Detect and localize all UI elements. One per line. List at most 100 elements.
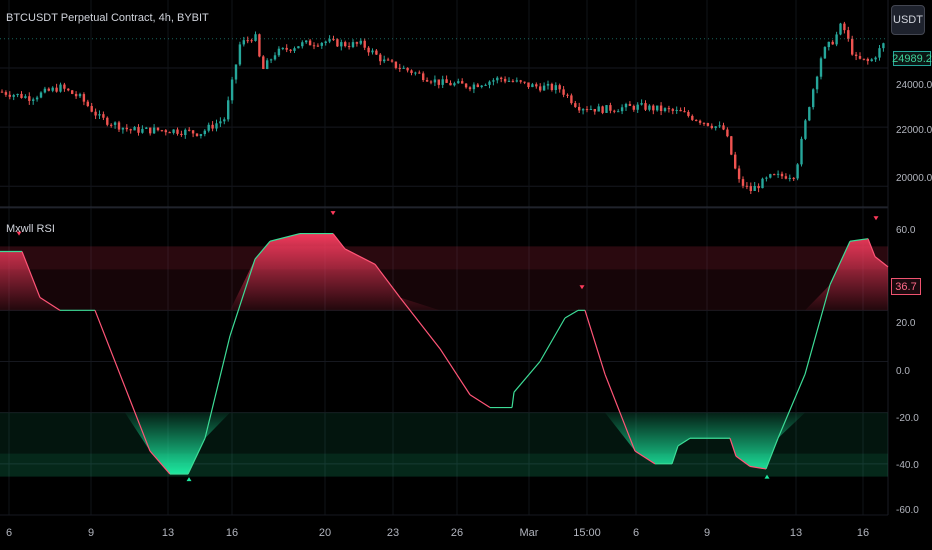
candle-body <box>414 72 417 74</box>
candle-body <box>585 109 589 111</box>
price-tick-label: 20000.0 <box>896 173 932 184</box>
candle-body <box>671 109 674 111</box>
candle-body <box>98 114 101 116</box>
candle-body <box>819 58 823 77</box>
time-tick-label: 13 <box>789 527 803 539</box>
candle-body <box>815 76 819 90</box>
candle-body <box>691 115 694 120</box>
candle-body <box>519 80 522 82</box>
candle-body <box>507 80 511 82</box>
rsi-line-segment <box>749 465 767 470</box>
candle-body <box>831 41 834 45</box>
candle-body <box>480 85 483 87</box>
rsi-line-segment <box>374 263 401 298</box>
rsi-value-badge: 36.7 <box>891 278 921 295</box>
last-price-badge: 24989.2 <box>892 51 932 66</box>
candle-body <box>383 59 386 62</box>
candle-body <box>570 95 573 104</box>
rsi-line-segment <box>511 392 515 408</box>
candle-body <box>238 44 242 65</box>
candle-body <box>593 108 596 112</box>
candle-body <box>484 84 487 86</box>
candle-body <box>35 97 39 100</box>
candle-body <box>156 127 160 131</box>
candle-body <box>246 40 249 42</box>
candle-body <box>67 88 70 91</box>
candle-body <box>281 47 284 49</box>
candle-body <box>121 127 125 130</box>
candle-body <box>277 48 281 56</box>
candle-body <box>39 92 43 98</box>
time-tick-label: 9 <box>703 527 711 539</box>
currency-button[interactable]: USDT <box>891 5 925 35</box>
candle-body <box>683 111 686 113</box>
candle-body <box>316 45 320 47</box>
candle-body <box>145 127 148 129</box>
candle-body <box>734 154 737 169</box>
candle-body <box>558 85 561 90</box>
candle-body <box>172 129 175 133</box>
candle-body <box>574 103 577 107</box>
candle-body <box>250 40 253 42</box>
symbol-title[interactable]: BTCUSDT Perpetual Contract, 4h, BYBIT <box>6 12 209 24</box>
candle-body <box>749 186 752 191</box>
indicator-name[interactable]: Mxwll RSI <box>6 223 55 235</box>
candle-body <box>312 45 316 47</box>
candle-body <box>500 77 503 79</box>
candle-body <box>546 83 550 86</box>
rsi-line-segment <box>332 233 346 250</box>
candle-body <box>406 67 409 71</box>
candle-body <box>199 134 203 136</box>
candle-body <box>43 88 47 93</box>
candle-body <box>780 173 784 177</box>
candle-body <box>195 133 199 136</box>
candle-body <box>219 121 222 124</box>
candle-body <box>262 56 265 69</box>
candle-body <box>511 80 515 82</box>
signal-markers <box>16 211 879 482</box>
candle-body <box>858 56 862 59</box>
candle-body <box>644 103 647 110</box>
candle-body <box>854 54 858 57</box>
candle-body <box>648 105 651 110</box>
rsi-tick-label: -20.0 <box>896 413 919 424</box>
rsi-line-segment <box>729 438 737 457</box>
candle-body <box>753 186 756 191</box>
candle-body <box>550 83 554 91</box>
candle-body <box>515 80 518 82</box>
candle-body <box>710 125 713 129</box>
candle-body <box>449 82 452 86</box>
candle-body <box>390 60 394 62</box>
rsi-line-segment <box>344 248 376 265</box>
rsi-line-series <box>0 232 889 475</box>
candle-body <box>601 106 604 113</box>
candle-body <box>523 81 526 83</box>
candle-body <box>730 136 733 155</box>
candle-body <box>675 109 678 111</box>
candle-body <box>359 40 362 44</box>
candle-body <box>476 84 479 87</box>
candle-body <box>581 109 585 111</box>
candle-body <box>433 79 437 83</box>
candle-body <box>168 132 171 134</box>
candle-body <box>765 177 768 179</box>
candle-body <box>472 84 476 90</box>
time-tick-label: 23 <box>386 527 400 539</box>
candle-body <box>258 34 261 57</box>
price-tick-label: 22000.0 <box>896 125 932 136</box>
candle-body <box>632 105 635 110</box>
price-tick-label: 24000.0 <box>896 80 932 91</box>
candle-body <box>457 81 460 84</box>
rsi-line-segment <box>849 238 869 242</box>
overbought-zone <box>0 246 888 311</box>
candle-body <box>492 80 495 82</box>
rsi-line-segment <box>94 310 126 388</box>
candle-body <box>445 79 448 83</box>
candle-series <box>0 21 888 195</box>
rsi-line-segment <box>804 284 831 375</box>
rsi-grid <box>0 207 888 516</box>
candle-body <box>347 46 351 48</box>
rsi-line-segment <box>229 258 256 337</box>
candle-body <box>535 84 538 87</box>
candle-body <box>609 105 612 111</box>
